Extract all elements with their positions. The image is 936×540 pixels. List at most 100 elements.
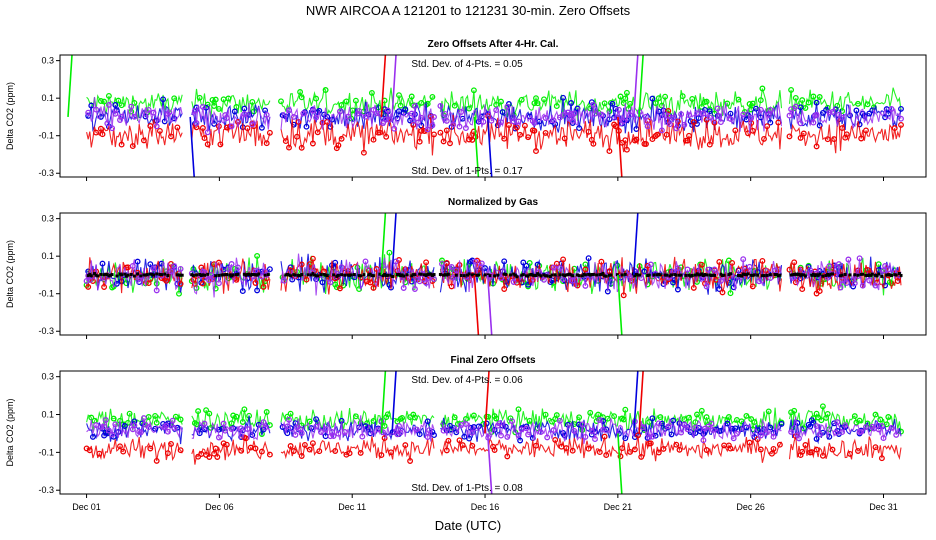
- data-point: [746, 439, 753, 446]
- data-point: [531, 120, 538, 126]
- data-point: [423, 259, 430, 266]
- data-point: [684, 273, 688, 277]
- data-point: [161, 118, 168, 125]
- data-point: [306, 446, 313, 453]
- data-point: [619, 445, 626, 452]
- data-point: [643, 141, 649, 147]
- data-point: [791, 273, 795, 277]
- x-tick-label: Dec 31: [869, 502, 898, 512]
- data-point: [534, 273, 538, 277]
- data-point: [658, 273, 662, 277]
- data-point: [97, 98, 104, 104]
- data-point: [717, 119, 724, 126]
- data-point: [658, 127, 665, 134]
- data-point: [431, 114, 437, 120]
- data-point: [792, 94, 799, 101]
- data-point: [757, 446, 764, 453]
- data-point: [599, 272, 603, 276]
- data-point: [843, 131, 850, 138]
- x-axis-label: Date (UTC): [435, 518, 501, 533]
- data-point: [705, 273, 709, 277]
- data-point: [740, 256, 747, 263]
- data-point: [604, 274, 608, 278]
- data-point: [788, 86, 795, 93]
- data-point: [317, 429, 324, 435]
- data-point: [446, 272, 450, 276]
- data-point: [560, 94, 567, 101]
- data-point: [306, 418, 313, 425]
- data-point: [856, 255, 863, 262]
- data-point: [180, 273, 184, 277]
- data-point: [159, 273, 163, 277]
- data-point: [897, 271, 901, 275]
- panels-group: Zero Offsets After 4-Hr. Cal. 0.3 0.1 -0.1 -…: [5, 39, 927, 512]
- data-point: [168, 268, 174, 275]
- data-point: [564, 109, 571, 116]
- data-point: [874, 273, 878, 277]
- data-point: [199, 125, 206, 131]
- data-point: [601, 433, 608, 440]
- x-tick-label: Dec 26: [736, 502, 765, 512]
- data-point: [211, 120, 218, 127]
- data-point: [352, 413, 359, 420]
- data-point: [855, 100, 861, 107]
- data-point: [206, 272, 210, 276]
- data-point: [204, 141, 211, 148]
- data-point: [531, 273, 535, 277]
- data-point: [367, 273, 371, 277]
- data-point: [515, 275, 519, 279]
- data-point: [139, 420, 146, 427]
- data-point: [101, 284, 108, 290]
- data-point: [813, 423, 820, 430]
- data-point: [309, 440, 316, 447]
- data-point: [431, 276, 437, 282]
- data-point: [217, 141, 224, 148]
- data-point: [751, 273, 755, 277]
- data-point: [569, 117, 576, 124]
- data-point: [502, 272, 506, 276]
- series-purple: [86, 415, 902, 444]
- data-point: [652, 100, 659, 107]
- data-point: [601, 100, 608, 107]
- data-point: [738, 274, 742, 278]
- data-point: [592, 436, 598, 443]
- panel-title: Normalized by Gas: [448, 197, 538, 208]
- data-point: [475, 273, 479, 277]
- data-point: [105, 101, 112, 108]
- data-point: [115, 274, 119, 278]
- data-point: [204, 129, 211, 136]
- data-point: [504, 272, 508, 276]
- data-point: [145, 424, 152, 431]
- data-point: [319, 279, 326, 286]
- data-point: [254, 273, 258, 277]
- data-point: [736, 273, 740, 277]
- spike-line: [473, 116, 480, 177]
- data-point: [252, 445, 259, 452]
- data-point: [298, 430, 305, 437]
- data-point: [203, 273, 207, 277]
- y-tick-label: 0.3: [41, 214, 54, 224]
- data-point: [770, 433, 777, 440]
- data-point: [898, 115, 904, 122]
- data-point: [859, 282, 866, 289]
- data-point: [371, 274, 375, 278]
- spike-line: [486, 274, 493, 335]
- data-point: [831, 420, 838, 427]
- data-point: [765, 273, 769, 277]
- data-point: [627, 100, 634, 107]
- data-point: [526, 274, 530, 278]
- data-point: [592, 110, 598, 117]
- data-point: [386, 249, 393, 256]
- data-point: [120, 448, 127, 455]
- data-point: [649, 415, 656, 422]
- data-point: [792, 103, 799, 110]
- data-point: [437, 129, 444, 136]
- data-point: [215, 105, 222, 112]
- data-point: [225, 266, 232, 273]
- data-point: [719, 272, 723, 276]
- data-point: [380, 262, 386, 269]
- data-point: [805, 99, 812, 106]
- plot-area: [67, 55, 904, 177]
- data-point: [666, 121, 673, 128]
- data-point: [585, 445, 592, 452]
